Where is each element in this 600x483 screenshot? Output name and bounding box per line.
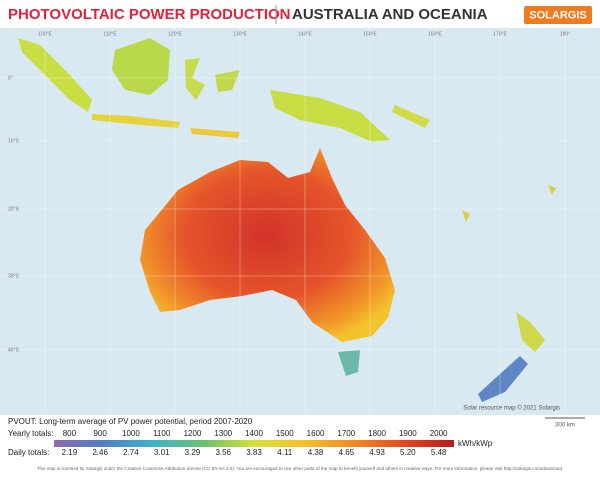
yearly-value: 1900 (399, 429, 417, 438)
longitude-label: 130°E (233, 31, 247, 37)
new-guinea (270, 90, 390, 142)
tasmania (338, 350, 360, 376)
legend-labels: 800 900 1000 1100 1200 1300 1400 1500 1600 1700 18… (62, 429, 448, 457)
longitude-label: 140°E (298, 31, 312, 37)
longitude-label: 150°E (363, 31, 377, 37)
yearly-value: 900 (93, 429, 107, 438)
legend-title: PVOUT: Long-term average of PV power pot… (8, 417, 253, 426)
header-title: PHOTOVOLTAIC POWER PRODUCTION (8, 6, 291, 23)
daily-value: 4.11 (277, 448, 293, 457)
daily-value: 3.29 (185, 448, 201, 457)
longitude-label: 120°E (168, 31, 182, 37)
latitude-label: 30°S (8, 273, 20, 279)
footer: This map is licensed by Solargis under t… (37, 466, 564, 471)
longitude-label: 180° (560, 31, 570, 37)
logo-box[interactable] (524, 6, 592, 24)
australia (140, 148, 395, 342)
yearly-value: 1100 (153, 429, 171, 438)
yearly-value: 2000 (430, 429, 448, 438)
fiji (548, 185, 556, 195)
daily-value: 3.83 (246, 448, 262, 457)
header-region: AUSTRALIA AND OCEANIA (292, 6, 488, 23)
sulawesi (185, 58, 205, 100)
latitude-label: 40°S (8, 347, 20, 353)
map-credit: Solar resource map © 2021 Solargis (463, 405, 560, 412)
yearly-value: 1400 (245, 429, 263, 438)
yearly-value: 800 (63, 429, 77, 438)
longitude-label: 170°E (493, 31, 507, 37)
longitude-label: 160°E (428, 31, 442, 37)
daily-value: 5.48 (431, 448, 447, 457)
maluku (215, 70, 240, 92)
new-zealand-north (516, 312, 545, 352)
yearly-value: 1300 (214, 429, 232, 438)
yearly-label: Yearly totals: (8, 429, 54, 438)
new-zealand-south (478, 356, 528, 402)
graticule: 100°E 110°E 120°E 130°E 140°E 150°E 160°E 170°E… (0, 28, 600, 415)
yearly-value: 1700 (337, 429, 355, 438)
daily-value: 3.01 (154, 448, 170, 457)
lesser-sunda (190, 128, 240, 138)
yearly-value: 1500 (276, 429, 294, 438)
scale-label: 300 km (555, 423, 575, 429)
header-bar (0, 0, 600, 28)
borneo (112, 38, 170, 95)
latitude-label: 0° (8, 75, 13, 81)
daily-value: 4.38 (308, 448, 324, 457)
yearly-value: 1600 (307, 429, 325, 438)
daily-value: 4.93 (369, 448, 385, 457)
daily-value: 4.65 (339, 448, 355, 457)
solomon-islands (392, 105, 430, 128)
yearly-value: 1800 (368, 429, 386, 438)
daily-label: Daily totals: (8, 448, 49, 457)
color-bar (54, 440, 454, 447)
daily-value: 2.74 (123, 448, 139, 457)
yearly-value: 1000 (122, 429, 140, 438)
logo[interactable]: SOLARGIS (529, 9, 586, 21)
new-caledonia (462, 210, 470, 222)
java (92, 114, 180, 128)
daily-value: 3.56 (215, 448, 231, 457)
daily-value: 2.19 (62, 448, 78, 457)
longitude-label: 110°E (103, 31, 117, 37)
legend-unit: kWh/kWp (458, 439, 493, 448)
yearly-value: 1200 (184, 429, 202, 438)
sumatra (18, 38, 92, 112)
latitude-label: 10°S (8, 138, 20, 144)
latitude-label: 20°S (8, 206, 20, 212)
longitude-label: 100°E (38, 31, 52, 37)
land (18, 38, 556, 402)
daily-value: 5.20 (400, 448, 416, 457)
daily-value: 2.46 (92, 448, 108, 457)
